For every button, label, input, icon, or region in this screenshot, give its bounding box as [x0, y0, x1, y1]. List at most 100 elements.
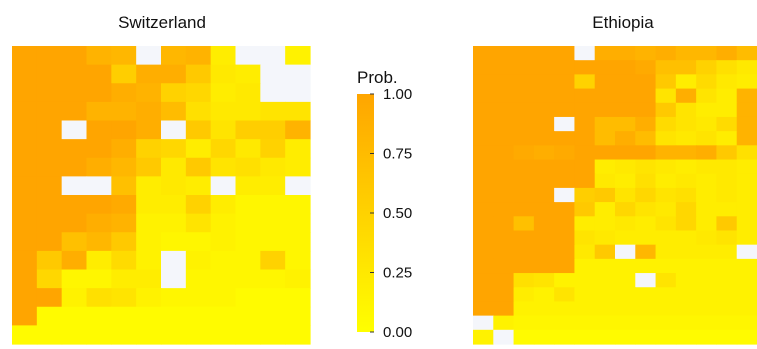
heatmap-cell [285, 325, 311, 345]
heatmap-cell [594, 46, 616, 61]
heatmap-cell [635, 258, 657, 274]
heatmap-cell [736, 315, 757, 331]
heatmap-cell [161, 306, 187, 326]
heatmap-cell [61, 213, 88, 233]
heatmap-cell [594, 301, 616, 317]
heatmap-cell [615, 46, 636, 61]
heatmap-cell [716, 88, 738, 104]
heatmap-cell [493, 301, 515, 317]
heatmap-cell [161, 288, 187, 308]
heatmap-cell [533, 60, 555, 75]
heatmap-cell [574, 88, 596, 104]
heatmap-cell [86, 120, 112, 140]
heatmap-cell [210, 232, 237, 252]
heatmap-cell [111, 269, 137, 289]
heatmap-cell [594, 116, 616, 132]
heatmap-cell [161, 195, 187, 215]
heatmap-cell [235, 306, 261, 326]
heatmap-cell [61, 120, 88, 140]
heatmap-cell [185, 213, 212, 233]
heatmap-cell [554, 131, 576, 146]
heatmap-cell [675, 173, 697, 189]
heatmap-cell [61, 46, 88, 66]
heatmap-cell [185, 250, 212, 271]
heatmap-cell [554, 315, 576, 331]
heatmap-cell [716, 216, 738, 232]
heatmap-cell [12, 288, 38, 308]
heatmap-cell [12, 213, 38, 233]
heatmap-cell [554, 159, 576, 175]
heatmap-cell [716, 145, 738, 161]
heatmap-cell [285, 195, 311, 215]
heatmap-cell [493, 230, 515, 246]
heatmap-cell [533, 230, 555, 246]
heatmap-cell [574, 230, 596, 246]
heatmap-cell [615, 230, 636, 246]
heatmap-cell [513, 301, 535, 317]
heatmap-cell [36, 213, 63, 233]
heatmap-cell [594, 159, 616, 175]
heatmap-cell [574, 315, 596, 331]
heatmap-cell [36, 157, 63, 177]
heatmap-cell [185, 64, 212, 84]
heatmap-cell [210, 157, 237, 177]
heatmap-cell [513, 244, 535, 260]
ethiopia-heatmap [473, 46, 757, 345]
heatmap-cell [513, 145, 535, 161]
heatmap-cell [696, 159, 718, 175]
heatmap-cell [235, 250, 261, 271]
heatmap-cell [716, 258, 738, 274]
heatmap-cell [594, 230, 616, 246]
heatmap-cell [473, 116, 494, 132]
heatmap-cell [260, 83, 286, 103]
heatmap-cell [36, 195, 63, 215]
heatmap-cell [161, 46, 187, 66]
heatmap-cell [635, 202, 657, 217]
heatmap-cell [533, 329, 555, 345]
heatmap-cell [635, 131, 657, 146]
heatmap-cell [61, 101, 88, 122]
heatmap-cell [235, 101, 261, 122]
heatmap-cell [285, 269, 311, 289]
heatmap-cell [615, 202, 636, 217]
heatmap-cell [473, 74, 494, 90]
heatmap-cell [285, 176, 311, 196]
heatmap-cell [161, 101, 187, 122]
heatmap-cell [635, 244, 657, 260]
heatmap-cell [736, 287, 757, 303]
heatmap-cell [473, 216, 494, 232]
heatmap-cell [12, 139, 38, 159]
heatmap-cell [161, 213, 187, 233]
heatmap-cell [136, 288, 162, 308]
heatmap-cell [473, 301, 494, 317]
heatmap-cell [574, 216, 596, 232]
heatmap-cell [675, 60, 697, 75]
heatmap-cell [86, 325, 112, 345]
heatmap-cell [285, 306, 311, 326]
heatmap-cell [513, 46, 535, 61]
heatmap-cell [493, 102, 515, 118]
heatmap-cell [615, 301, 636, 317]
heatmap-cell [736, 187, 757, 203]
heatmap-cell [615, 60, 636, 75]
heatmap-cell [111, 195, 137, 215]
heatmap-cell [675, 230, 697, 246]
heatmap-cell [12, 120, 38, 140]
heatmap-cell [210, 306, 237, 326]
heatmap-cell [615, 116, 636, 132]
heatmap-cell [554, 187, 576, 203]
heatmap-cell [675, 159, 697, 175]
heatmap-cell [574, 131, 596, 146]
heatmap-cell [36, 269, 63, 289]
heatmap-cell [473, 131, 494, 146]
heatmap-cell [635, 273, 657, 288]
heatmap-cell [161, 325, 187, 345]
heatmap-cell [675, 74, 697, 90]
heatmap-cell [473, 230, 494, 246]
heatmap-cell [594, 244, 616, 260]
heatmap-cell [473, 60, 494, 75]
heatmap-cell [86, 232, 112, 252]
heatmap-cell [36, 306, 63, 326]
heatmap-cell [235, 269, 261, 289]
